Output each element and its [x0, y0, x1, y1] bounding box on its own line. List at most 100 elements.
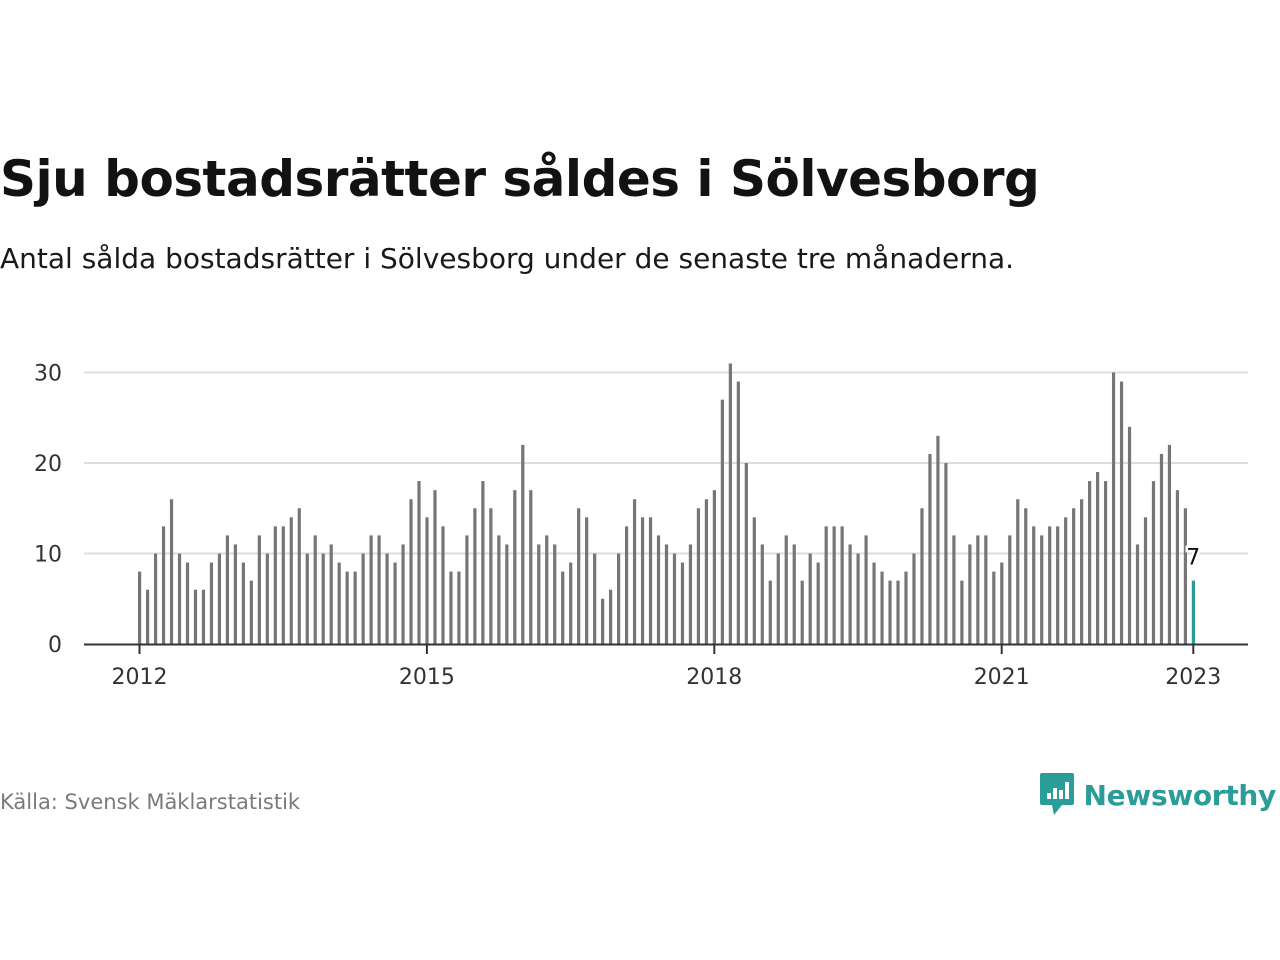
bar — [569, 562, 573, 644]
bar — [1072, 508, 1076, 644]
bar — [585, 517, 589, 644]
bar-chart: 0 10 20 30 2012 2015 2018 2021 2023 7 — [34, 362, 1248, 690]
bar — [577, 508, 581, 644]
bar — [1000, 562, 1004, 644]
bar — [632, 499, 637, 644]
y-tick-label: 30 — [34, 362, 62, 387]
bar — [1024, 508, 1028, 644]
bar — [505, 544, 509, 644]
bar — [153, 553, 158, 644]
bar — [696, 508, 701, 644]
bar — [1119, 381, 1124, 644]
bars — [138, 363, 1195, 644]
bar — [345, 571, 349, 644]
bar — [145, 589, 150, 644]
bar — [912, 553, 916, 644]
bar — [824, 526, 828, 644]
bar — [217, 553, 222, 644]
bar — [313, 535, 317, 644]
bar — [561, 571, 565, 644]
x-tick-label: 2012 — [112, 665, 168, 690]
bar — [816, 562, 820, 644]
bar — [321, 553, 325, 644]
bar — [720, 399, 724, 644]
bar — [1151, 481, 1156, 644]
bar — [648, 517, 653, 644]
bar — [744, 463, 748, 644]
bar — [1080, 499, 1084, 644]
chart-subtitle: Antal sålda bostadsrätter i Sölvesborg u… — [0, 242, 1015, 275]
bar — [856, 553, 860, 644]
bar — [393, 562, 397, 644]
bar — [409, 499, 413, 644]
bar — [736, 381, 740, 644]
bar — [960, 580, 964, 644]
bar — [473, 508, 477, 644]
bar — [1016, 499, 1020, 644]
bar — [553, 544, 557, 644]
bar — [928, 453, 932, 644]
x-axis-ticks: 2012 2015 2018 2021 2023 — [112, 644, 1221, 690]
bar — [1143, 517, 1148, 644]
bar — [672, 553, 677, 644]
x-tick-label: 2021 — [974, 665, 1030, 690]
bar — [784, 535, 788, 644]
bar — [992, 571, 996, 644]
bar — [497, 535, 501, 644]
highlight-value-label: 7 — [1186, 546, 1200, 571]
bar — [944, 463, 948, 644]
bar — [728, 363, 732, 644]
bar — [297, 508, 301, 644]
bar — [712, 490, 716, 644]
bar — [465, 535, 469, 644]
bar — [385, 553, 389, 644]
bar — [513, 490, 517, 644]
bar — [888, 580, 892, 644]
bar — [289, 517, 293, 644]
bar — [241, 562, 245, 644]
bar — [1048, 526, 1052, 644]
bar — [601, 598, 605, 644]
bar — [425, 517, 429, 644]
bar — [952, 535, 956, 644]
bar — [976, 535, 980, 644]
bar — [593, 553, 597, 644]
bar — [257, 535, 261, 644]
bar — [177, 553, 182, 644]
y-axis-ticks: 0 10 20 30 — [34, 362, 62, 659]
y-tick-label: 20 — [34, 452, 62, 477]
value-labels: 7 — [1184, 543, 1203, 573]
bar — [1183, 508, 1188, 644]
bar — [968, 544, 972, 644]
bar — [864, 535, 868, 644]
source-note: Källa: Svensk Mäklarstatistik — [0, 790, 301, 814]
bar — [1008, 535, 1012, 644]
bar — [1096, 472, 1100, 644]
bar — [1064, 517, 1068, 644]
bar — [233, 544, 237, 644]
bar — [329, 544, 333, 644]
bar — [1056, 526, 1060, 644]
bar — [680, 562, 685, 644]
bar — [305, 553, 309, 644]
bar — [417, 481, 421, 644]
bar — [361, 553, 365, 644]
chart-title: Sju bostadsrätter såldes i Sölvesborg — [0, 150, 1040, 208]
bar — [201, 589, 206, 644]
bar — [704, 499, 709, 644]
bar — [337, 562, 341, 644]
bar — [209, 562, 214, 644]
bar — [776, 553, 780, 644]
bar — [273, 526, 277, 644]
bar — [457, 571, 461, 644]
bar — [840, 526, 844, 644]
bar — [768, 580, 772, 644]
bar — [369, 535, 373, 644]
bar — [1088, 481, 1092, 644]
bar — [1167, 444, 1172, 644]
bar — [481, 481, 485, 644]
bar — [624, 526, 629, 644]
newsworthy-logo-icon — [1039, 773, 1074, 815]
bar — [1032, 526, 1036, 644]
bar — [249, 580, 253, 644]
